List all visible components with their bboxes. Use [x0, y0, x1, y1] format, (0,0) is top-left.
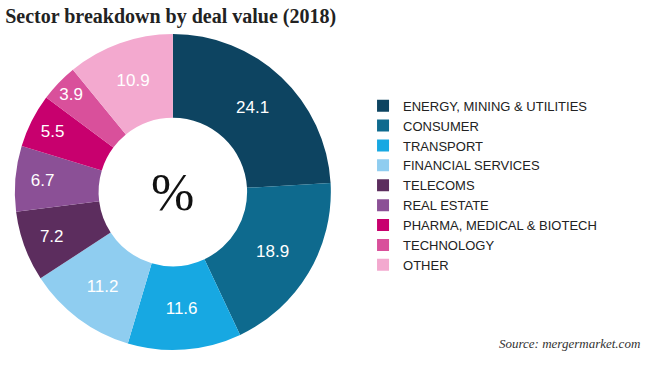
svg-text:7.2: 7.2 [40, 227, 64, 246]
svg-text:3.9: 3.9 [59, 85, 83, 104]
svg-text:18.9: 18.9 [256, 242, 289, 261]
svg-text:24.1: 24.1 [236, 98, 269, 117]
svg-text:TRANSPORT: TRANSPORT [403, 139, 483, 154]
svg-text:6.7: 6.7 [31, 171, 55, 190]
svg-text:Sector breakdown by deal value: Sector breakdown by deal value (2018) [5, 5, 336, 28]
svg-text:TECHNOLOGY: TECHNOLOGY [403, 238, 494, 253]
svg-text:Source: mergermarket.com: Source: mergermarket.com [499, 336, 640, 351]
svg-text:10.9: 10.9 [117, 71, 150, 90]
svg-text:11.6: 11.6 [166, 299, 198, 318]
svg-text:PHARMA, MEDICAL & BIOTECH: PHARMA, MEDICAL & BIOTECH [403, 218, 597, 233]
svg-text:REAL ESTATE: REAL ESTATE [403, 198, 489, 213]
svg-text:CONSUMER: CONSUMER [403, 119, 479, 134]
svg-text:ENERGY, MINING & UTILITIES: ENERGY, MINING & UTILITIES [403, 99, 587, 114]
svg-text:TELECOMS: TELECOMS [403, 178, 475, 193]
svg-text:FINANCIAL SERVICES: FINANCIAL SERVICES [403, 158, 540, 173]
svg-text:11.2: 11.2 [87, 277, 119, 296]
svg-text:OTHER: OTHER [403, 258, 449, 273]
svg-text:5.5: 5.5 [41, 122, 65, 141]
svg-text:%: % [151, 164, 194, 221]
